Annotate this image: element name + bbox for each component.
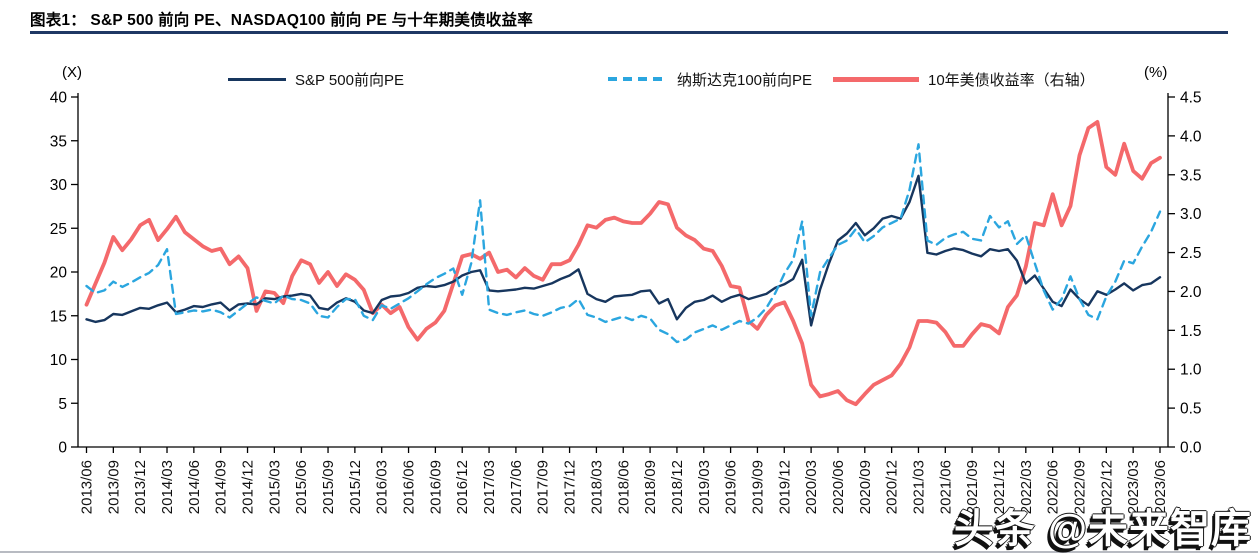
left-axis-tick-label: 25 [50, 221, 67, 238]
x-axis-tick-label: 2019/09 [749, 460, 766, 514]
x-axis-tick-label: 2015/03 [266, 460, 283, 514]
x-axis-tick-label: 2019/12 [776, 460, 793, 514]
x-axis-tick-label: 2019/03 [696, 460, 713, 514]
x-axis-tick-label: 2017/12 [562, 460, 579, 514]
left-axis-tick-label: 15 [50, 308, 67, 325]
x-axis-tick-label: 2022/09 [1071, 460, 1088, 514]
x-axis-tick-label: 2017/03 [481, 460, 498, 514]
x-axis-tick-label: 2020/12 [884, 460, 901, 514]
x-axis-tick-label: 2020/06 [830, 460, 847, 514]
x-axis-tick-label: 2020/09 [857, 460, 874, 514]
x-axis-tick-label: 2022/06 [1045, 460, 1062, 514]
left-axis-tick-label: 5 [58, 396, 67, 413]
nasdaq-dashed-line-sample [608, 77, 668, 81]
x-axis-tick-label: 2017/09 [535, 460, 552, 514]
right-axis-tick-label: 2.5 [1180, 245, 1202, 262]
right-axis-tick-label: 4.5 [1180, 90, 1202, 107]
right-axis-tick-label: 0.5 [1180, 401, 1202, 418]
right-axis-tick-label: 2.0 [1180, 284, 1202, 301]
left-axis-tick-label: 20 [50, 265, 68, 282]
right-axis-tick-label: 3.5 [1180, 167, 1202, 184]
legend-label-yield: 10年美债收益率（右轴） [928, 71, 1095, 89]
left-axis-tick-label: 0 [58, 440, 67, 457]
sp500-line-sample [228, 77, 286, 81]
x-axis-tick-label: 2022/12 [1098, 460, 1115, 514]
x-axis-tick-label: 2018/03 [588, 460, 605, 514]
right-axis-tick-label: 0.0 [1180, 440, 1202, 457]
x-axis-tick-label: 2021/12 [991, 460, 1008, 514]
x-axis-tick-label: 2018/06 [615, 460, 632, 514]
chart-legend: S&P 500前向PE 纳斯达克100前向PE 10年美债收益率（右轴） [0, 70, 1258, 89]
x-axis-tick-label: 2018/09 [642, 460, 659, 514]
right-axis-unit: (%) [1144, 64, 1168, 81]
x-axis-tick-label: 2014/06 [186, 460, 203, 514]
right-axis-tick-label: 4.0 [1180, 128, 1202, 145]
left-axis-tick-label: 35 [50, 133, 67, 150]
x-axis-tick-label: 2018/12 [669, 460, 686, 514]
left-axis-tick-label: 40 [50, 90, 68, 107]
right-axis-tick-label: 1.5 [1180, 323, 1202, 340]
x-axis-tick-label: 2014/09 [213, 460, 230, 514]
x-axis-tick-label: 2017/06 [508, 460, 525, 514]
us10y-yield-line [84, 120, 1162, 407]
figure-title: 图表1： S&P 500 前向 PE、NASDAQ100 前向 PE 与十年期美… [30, 12, 533, 29]
x-axis-tick-label: 2015/06 [293, 460, 310, 514]
legend-item-nasdaq: 纳斯达克100前向PE [608, 70, 813, 89]
x-axis-tick-label: 2016/06 [401, 460, 418, 514]
title-underline [30, 31, 1228, 34]
x-axis-tick-label: 2014/03 [159, 460, 176, 514]
x-axis-tick-label: 2021/09 [964, 460, 981, 514]
x-axis-tick-label: 2013/09 [105, 460, 122, 514]
right-axis-tick-label: 3.0 [1180, 206, 1202, 223]
x-axis-tick-label: 2020/03 [803, 460, 820, 514]
left-axis-tick-label: 30 [50, 177, 68, 194]
x-axis-tick-label: 2016/12 [454, 460, 471, 514]
x-axis-tick-label: 2015/12 [347, 460, 364, 514]
legend-item-yield: 10年美债收益率（右轴） [833, 70, 1095, 89]
legend-label-sp500: S&P 500前向PE [295, 71, 404, 89]
x-axis-tick-label: 2021/06 [937, 460, 954, 514]
left-axis-tick-label: 10 [50, 352, 68, 369]
x-axis-tick-label: 2023/03 [1125, 460, 1142, 514]
watermark: 头条 @未来智库 [953, 507, 1252, 551]
left-axis-unit: (X) [62, 64, 82, 81]
x-axis-tick-label: 2023/06 [1152, 460, 1169, 514]
x-axis-tick-label: 2021/03 [910, 460, 927, 514]
x-axis-tick-label: 2015/09 [320, 460, 337, 514]
sp500-pe-line [85, 174, 1162, 327]
x-axis-tick-label: 2016/03 [374, 460, 391, 514]
legend-item-sp500: S&P 500前向PE [228, 70, 404, 89]
x-axis-tick-label: 2016/09 [427, 460, 444, 514]
legend-label-nasdaq: 纳斯达克100前向PE [677, 71, 813, 89]
x-axis-tick-label: 2022/03 [1018, 460, 1035, 514]
x-axis-tick-label: 2013/12 [132, 460, 149, 514]
x-axis-tick-label: 2014/12 [240, 460, 257, 514]
x-axis-tick-label: 2019/06 [723, 460, 740, 514]
bottom-divider [0, 551, 1258, 553]
right-axis-tick-label: 1.0 [1180, 362, 1202, 379]
nasdaq100-pe-line [85, 143, 1162, 344]
x-axis-tick-label: 2013/06 [79, 460, 96, 514]
yield-line-sample [833, 76, 919, 82]
